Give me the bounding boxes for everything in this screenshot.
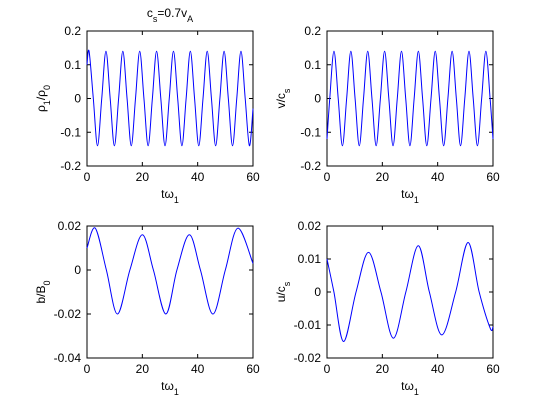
x-tick-label: 0: [84, 362, 91, 376]
y-label-part: /ρ: [34, 90, 48, 100]
x-label-sub: 1: [174, 387, 179, 397]
x-label-part: tω: [161, 187, 174, 201]
x-tick-label: 40: [191, 170, 205, 184]
x-tick-label: 20: [136, 170, 150, 184]
y-label-sub: 0: [42, 280, 52, 285]
x-label-part: tω: [401, 379, 414, 393]
y-tick-label: -0.01: [294, 318, 322, 332]
y-tick-label: 0.02: [298, 219, 322, 233]
y-label: u/cs: [274, 281, 292, 302]
x-tick-label: 40: [431, 170, 445, 184]
x-tick-label: 0: [324, 362, 331, 376]
x-tick-label: 20: [136, 362, 150, 376]
x-label-sub: 1: [174, 195, 179, 205]
y-tick-label: -0.2: [60, 159, 81, 173]
x-tick-label: 0: [324, 170, 331, 184]
y-label-part: ρ: [34, 105, 48, 112]
chart-title-sub: A: [187, 14, 193, 24]
y-tick-label: -0.2: [300, 159, 321, 173]
y-tick-label: -0.1: [300, 125, 321, 139]
data-line: [86, 227, 254, 315]
chart-title-part: =0.7v: [157, 6, 187, 20]
y-tick-label: 0.1: [64, 58, 81, 72]
y-label-part: b/B: [34, 286, 48, 304]
x-tick-label: 40: [191, 362, 205, 376]
axes-box: [86, 225, 254, 359]
x-label-part: tω: [161, 379, 174, 393]
data-line: [326, 241, 494, 343]
axes-box: [326, 225, 494, 359]
y-label-part: v/c: [274, 93, 288, 108]
y-label: ρ1/ρ0: [34, 85, 52, 112]
y-tick-label: 0.2: [304, 24, 321, 38]
y-tick-label: 0: [314, 92, 321, 106]
y-label: v/cs: [274, 88, 292, 108]
chart-title: cs=0.7vA: [147, 6, 193, 24]
y-label-sub: 0: [42, 85, 52, 90]
x-label: tω1: [161, 379, 179, 397]
y-tick-label: 0: [74, 92, 81, 106]
data-line: [86, 49, 254, 147]
x-label-sub: 1: [414, 387, 419, 397]
x-label: tω1: [401, 187, 419, 205]
y-tick-label: 0.1: [304, 58, 321, 72]
x-tick-label: 0: [84, 170, 91, 184]
y-tick-label: -0.02: [294, 351, 322, 365]
chart-title-sub: s: [153, 14, 158, 24]
y-tick-label: 0.01: [298, 252, 322, 266]
y-label-part: u/c: [274, 286, 288, 302]
x-tick-label: 40: [431, 362, 445, 376]
x-label-sub: 1: [414, 195, 419, 205]
x-tick-label: 60: [246, 170, 260, 184]
y-label: b/B0: [34, 280, 52, 303]
chart-title-part: c: [147, 6, 153, 20]
y-tick-label: 0.02: [58, 219, 82, 233]
y-tick-label: 0: [314, 285, 321, 299]
x-tick-label: 20: [376, 170, 390, 184]
x-label: tω1: [161, 187, 179, 205]
x-label-part: tω: [401, 187, 414, 201]
y-tick-label: -0.1: [60, 125, 81, 139]
y-label-sub: s: [282, 281, 292, 286]
data-line: [326, 50, 494, 147]
x-tick-label: 60: [486, 170, 500, 184]
x-tick-label: 60: [246, 362, 260, 376]
x-tick-label: 20: [376, 362, 390, 376]
x-label: tω1: [401, 379, 419, 397]
y-tick-label: -0.04: [54, 351, 82, 365]
y-label-sub: 1: [42, 100, 52, 105]
y-tick-label: -0.02: [54, 307, 82, 321]
y-label-sub: s: [282, 88, 292, 93]
x-tick-label: 60: [486, 362, 500, 376]
y-tick-label: 0.2: [64, 24, 81, 38]
y-tick-label: 0: [74, 263, 81, 277]
